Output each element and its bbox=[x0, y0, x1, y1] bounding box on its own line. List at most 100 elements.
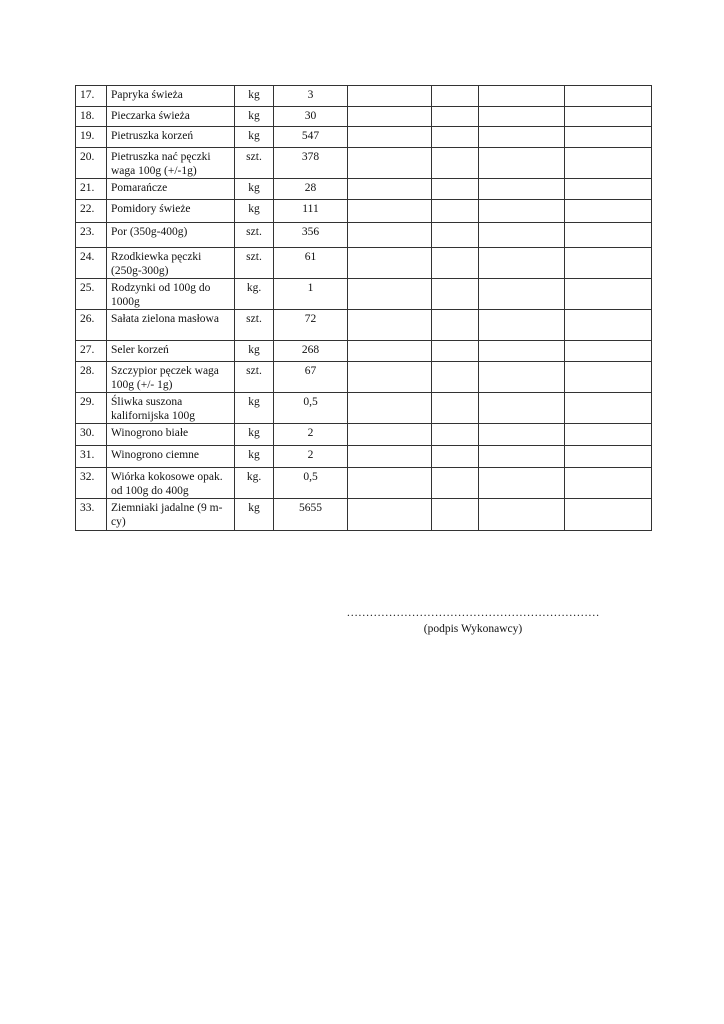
product-name: Rodzynki od 100g do 1000g bbox=[106, 278, 235, 310]
empty-cell bbox=[564, 126, 652, 148]
table-row: 19. Pietruszka korzeń kg 547 bbox=[75, 126, 652, 148]
quantity: 2 bbox=[273, 445, 348, 468]
table-row: 18. Pieczarka świeża kg 30 bbox=[75, 106, 652, 127]
empty-cell bbox=[564, 199, 652, 223]
empty-cell bbox=[431, 340, 479, 362]
empty-cell bbox=[564, 309, 652, 341]
quantity: 2 bbox=[273, 423, 348, 446]
table-row: 28. Szczypior pęczek waga 100g (+/- 1g) sz… bbox=[75, 361, 652, 393]
product-name: Pomidory świeże bbox=[106, 199, 235, 223]
table-row: 22. Pomidory świeże kg 111 bbox=[75, 199, 652, 223]
unit: kg. bbox=[234, 278, 274, 310]
empty-cell bbox=[431, 423, 479, 446]
empty-cell bbox=[564, 178, 652, 200]
row-number: 27. bbox=[75, 340, 107, 362]
quantity: 28 bbox=[273, 178, 348, 200]
unit: kg bbox=[234, 85, 274, 107]
signature-block: ………………………………………………………… (podpis Wykonawcy… bbox=[346, 605, 600, 637]
table-row: 20. Pietruszka nać pęczki waga 100g (+/-1… bbox=[75, 147, 652, 179]
unit: kg bbox=[234, 498, 274, 531]
unit: szt. bbox=[234, 309, 274, 341]
table-row: 24. Rzodkiewka pęczki (250g-300g) szt. 61 bbox=[75, 247, 652, 279]
empty-cell bbox=[431, 467, 479, 499]
empty-cell bbox=[347, 309, 432, 341]
empty-cell bbox=[478, 445, 565, 468]
empty-cell bbox=[347, 222, 432, 248]
empty-cell bbox=[347, 467, 432, 499]
empty-cell bbox=[564, 247, 652, 279]
empty-cell bbox=[478, 392, 565, 424]
unit: szt. bbox=[234, 247, 274, 279]
unit: kg bbox=[234, 445, 274, 468]
row-number: 19. bbox=[75, 126, 107, 148]
empty-cell bbox=[478, 467, 565, 499]
row-number: 30. bbox=[75, 423, 107, 446]
empty-cell bbox=[478, 106, 565, 127]
unit: szt. bbox=[234, 222, 274, 248]
row-number: 26. bbox=[75, 309, 107, 341]
table-row: 21. Pomarańcze kg 28 bbox=[75, 178, 652, 200]
product-name: Winogrono ciemne bbox=[106, 445, 235, 468]
table-row: 26. Sałata zielona masłowa szt. 72 bbox=[75, 309, 652, 341]
table-row: 25. Rodzynki od 100g do 1000g kg. 1 bbox=[75, 278, 652, 310]
products-table: 17. Papryka świeża kg 3 18. Pieczarka świeża k… bbox=[75, 85, 652, 531]
empty-cell bbox=[564, 222, 652, 248]
empty-cell bbox=[347, 278, 432, 310]
empty-cell bbox=[347, 247, 432, 279]
row-number: 24. bbox=[75, 247, 107, 279]
quantity: 547 bbox=[273, 126, 348, 148]
row-number: 23. bbox=[75, 222, 107, 248]
unit: kg bbox=[234, 340, 274, 362]
empty-cell bbox=[347, 147, 432, 179]
product-name: Szczypior pęczek waga 100g (+/- 1g) bbox=[106, 361, 235, 393]
unit: kg bbox=[234, 178, 274, 200]
product-name: Ziemniaki jadalne (9 m-cy) bbox=[106, 498, 235, 531]
row-number: 29. bbox=[75, 392, 107, 424]
empty-cell bbox=[478, 498, 565, 531]
empty-cell bbox=[564, 467, 652, 499]
empty-cell bbox=[478, 85, 565, 107]
table-row: 32. Wiórka kokosowe opak. od 100g do 400g… bbox=[75, 467, 652, 499]
unit: kg bbox=[234, 392, 274, 424]
empty-cell bbox=[478, 178, 565, 200]
row-number: 32. bbox=[75, 467, 107, 499]
unit: kg. bbox=[234, 467, 274, 499]
unit: szt. bbox=[234, 361, 274, 393]
empty-cell bbox=[431, 85, 479, 107]
quantity: 378 bbox=[273, 147, 348, 179]
empty-cell bbox=[431, 445, 479, 468]
empty-cell bbox=[564, 423, 652, 446]
empty-cell bbox=[564, 498, 652, 531]
product-name: Papryka świeża bbox=[106, 85, 235, 107]
row-number: 21. bbox=[75, 178, 107, 200]
quantity: 5655 bbox=[273, 498, 348, 531]
empty-cell bbox=[431, 392, 479, 424]
unit: kg bbox=[234, 126, 274, 148]
empty-cell bbox=[431, 147, 479, 179]
empty-cell bbox=[564, 106, 652, 127]
quantity: 30 bbox=[273, 106, 348, 127]
empty-cell bbox=[431, 498, 479, 531]
product-name: Seler korzeń bbox=[106, 340, 235, 362]
empty-cell bbox=[478, 361, 565, 393]
row-number: 33. bbox=[75, 498, 107, 531]
empty-cell bbox=[431, 178, 479, 200]
table-row: 27. Seler korzeń kg 268 bbox=[75, 340, 652, 362]
product-name: Wiórka kokosowe opak. od 100g do 400g bbox=[106, 467, 235, 499]
empty-cell bbox=[478, 247, 565, 279]
product-name: Pieczarka świeża bbox=[106, 106, 235, 127]
signature-line: ………………………………………………………… bbox=[346, 607, 600, 619]
product-name: Por (350g-400g) bbox=[106, 222, 235, 248]
empty-cell bbox=[431, 278, 479, 310]
empty-cell bbox=[431, 106, 479, 127]
table-row: 30. Winogrono białe kg 2 bbox=[75, 423, 652, 446]
empty-cell bbox=[478, 423, 565, 446]
empty-cell bbox=[478, 147, 565, 179]
unit: szt. bbox=[234, 147, 274, 179]
empty-cell bbox=[564, 278, 652, 310]
table-row: 17. Papryka świeża kg 3 bbox=[75, 85, 652, 107]
empty-cell bbox=[431, 199, 479, 223]
empty-cell bbox=[564, 445, 652, 468]
quantity: 72 bbox=[273, 309, 348, 341]
empty-cell bbox=[347, 199, 432, 223]
